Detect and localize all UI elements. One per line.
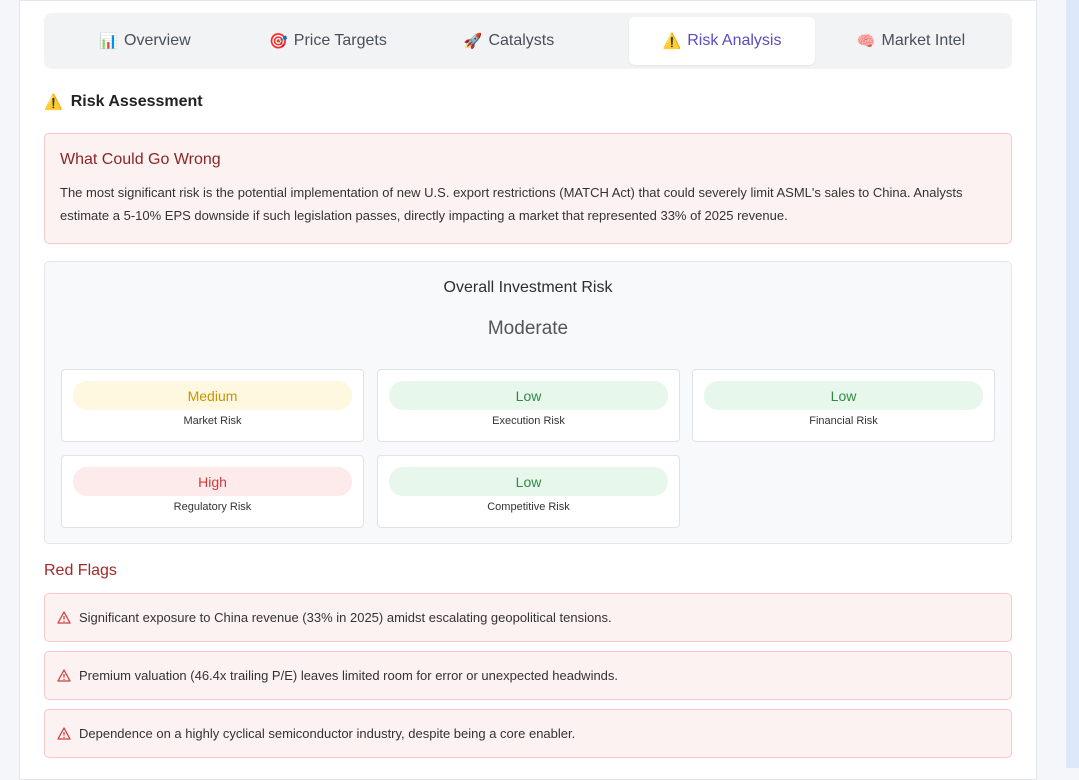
- risk-card: Low Execution Risk: [377, 369, 680, 442]
- red-flags-title: Red Flags: [44, 562, 117, 579]
- red-flag: Dependence on a highly cyclical semicond…: [44, 709, 1012, 758]
- tab-label: Risk Analysis: [687, 32, 782, 49]
- red-flag-text: Dependence on a highly cyclical semicond…: [79, 726, 576, 741]
- tab-icon: ⚠️: [662, 32, 682, 50]
- risk-card: Medium Market Risk: [61, 369, 364, 442]
- risk-level: Medium: [73, 381, 352, 410]
- risk-label: Execution Risk: [492, 415, 565, 427]
- tab[interactable]: 📊 Overview: [52, 17, 238, 65]
- tab-icon: 🎯: [269, 32, 288, 50]
- risk-label: Market Risk: [183, 415, 242, 427]
- warning-box: What Could Go Wrong The most significant…: [44, 133, 1012, 244]
- red-flag: Premium valuation (46.4x trailing P/E) l…: [44, 651, 1012, 700]
- risk-label: Financial Risk: [809, 415, 878, 427]
- red-flag-text: Significant exposure to China revenue (3…: [79, 610, 612, 625]
- side-strip: [1066, 0, 1079, 768]
- risk-level: Low: [389, 381, 668, 410]
- risk-label: Regulatory Risk: [173, 501, 252, 513]
- overall-title: Overall Investment Risk: [443, 279, 613, 296]
- tab-icon: 📊: [99, 32, 118, 50]
- section-icon: ⚠️: [44, 93, 63, 111]
- warning-text: The most significant risk is the potenti…: [60, 185, 963, 223]
- warning-icon: [57, 611, 71, 624]
- warning-icon: [57, 669, 71, 682]
- tab-label: Overview: [124, 32, 191, 49]
- tab-icon: 🚀: [463, 32, 483, 50]
- section-title: Risk Assessment: [70, 93, 203, 110]
- risk-card: Low Financial Risk: [692, 369, 995, 442]
- risk-level: High: [73, 467, 352, 496]
- section-header: ⚠️ Risk Assessment: [44, 93, 203, 111]
- tab-label: Catalysts: [488, 32, 555, 49]
- red-flag: Significant exposure to China revenue (3…: [44, 593, 1012, 642]
- risk-label: Competitive Risk: [487, 501, 570, 513]
- risk-card: Low Competitive Risk: [377, 455, 680, 528]
- tab-label: Market Intel: [881, 32, 966, 49]
- risk-level: Low: [389, 467, 668, 496]
- risk-level: Low: [704, 381, 983, 410]
- red-flag-text: Premium valuation (46.4x trailing P/E) l…: [79, 668, 619, 683]
- warning-icon: [57, 727, 71, 740]
- overall-level: Moderate: [487, 318, 569, 339]
- tab[interactable]: 🎯 Price Targets: [235, 17, 421, 65]
- tab[interactable]: 🧠 Market Intel: [818, 17, 1004, 65]
- tab-icon: 🧠: [856, 32, 876, 50]
- warning-title: What Could Go Wrong: [60, 151, 221, 168]
- tab[interactable]: 🚀 Catalysts: [416, 17, 602, 65]
- tab-bar: 📊 Overview 🎯 Price Targets 🚀 Catalysts ⚠️ Risk …: [44, 13, 1012, 69]
- tab[interactable]: ⚠️ Risk Analysis: [629, 17, 815, 65]
- overall-risk: Overall Investment Risk Moderate Medium M…: [44, 261, 1012, 544]
- risk-card: High Regulatory Risk: [61, 455, 364, 528]
- tab-label: Price Targets: [293, 32, 387, 49]
